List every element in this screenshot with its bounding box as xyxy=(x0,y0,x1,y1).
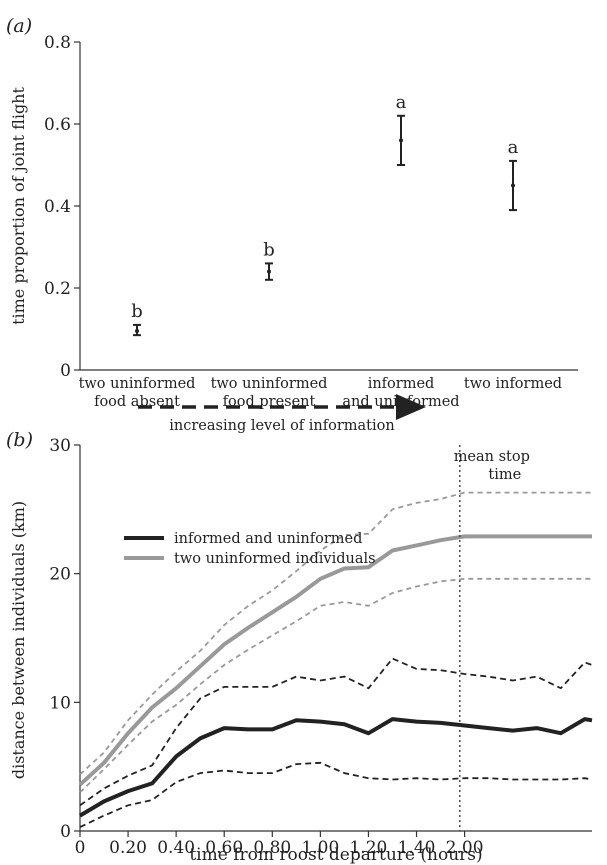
panel-b-x-ticks: 0 0.20 0.40 0.60 0.80 1.00 1.20 1.40 2.00 xyxy=(75,831,484,858)
category-label: two uninformed xyxy=(211,376,328,392)
legend-label-informed-uninformed: informed and uninformed xyxy=(174,531,362,547)
series-0-upper-ci xyxy=(79,657,593,807)
panel-b-y-tick-label: 20 xyxy=(49,565,71,585)
arrow-head-icon xyxy=(396,394,426,420)
legend: informed and uninformed two uninformed i… xyxy=(124,531,376,567)
series-1-mean-line xyxy=(78,534,592,787)
panel-b-y-tick-label: 30 xyxy=(49,436,71,456)
information-arrow: increasing level of information xyxy=(138,394,426,434)
series-0-mean-line xyxy=(78,717,593,818)
mean-point xyxy=(511,183,515,188)
series-1-upper-ci xyxy=(79,491,592,776)
mean-stop-label-line1: mean stop xyxy=(454,449,530,465)
panel-b-x-label: time from roost departure (hours) xyxy=(189,845,482,865)
panel-a-error-bars: b b a a xyxy=(131,92,519,337)
panel-b-x-tick-label: 0 xyxy=(75,838,86,858)
mean-point xyxy=(399,138,403,143)
significance-letter: a xyxy=(508,137,519,158)
significance-letter: b xyxy=(263,239,275,260)
panel-b-series xyxy=(78,491,593,828)
category-label: two informed xyxy=(464,376,562,392)
panel-a-y-tick-label: 0.2 xyxy=(44,279,71,299)
panel-b-label: (b) xyxy=(6,429,33,451)
category-label: two uninformed xyxy=(79,376,196,392)
panel-b-y-ticks: 0 10 20 30 xyxy=(49,436,80,842)
panel-b-y-tick-label: 10 xyxy=(49,693,71,713)
panel-a-y-tick-label: 0.6 xyxy=(44,115,71,135)
panel-b-x-tick-label: 2.00 xyxy=(446,838,484,858)
significance-letter: b xyxy=(131,301,143,322)
category-label: informed xyxy=(368,376,435,392)
panel-a: (a) 0 0.2 0.4 0.6 0.8 b b a a two uninformed foo… xyxy=(6,15,578,434)
mean-point xyxy=(135,329,139,334)
panel-b-y-label: distance between individuals (km) xyxy=(9,501,28,779)
panel-b-x-tick-label: 1.00 xyxy=(301,838,339,858)
panel-b-x-tick-label: 0.80 xyxy=(253,838,291,858)
series-1-lower-ci xyxy=(79,577,592,794)
panel-b-y-tick-label: 0 xyxy=(60,822,71,842)
panel-a-y-tick-label: 0.4 xyxy=(44,197,71,217)
panel-a-label: (a) xyxy=(6,15,32,37)
panel-a-y-tick-label: 0 xyxy=(60,361,71,381)
mean-point xyxy=(267,269,271,274)
category-label: food absent xyxy=(94,394,180,410)
significance-letter: a xyxy=(396,92,407,113)
panel-b-x-tick-label: 0.40 xyxy=(157,838,195,858)
panel-b-x-tick-label: 0.20 xyxy=(109,838,147,858)
legend-label-two-uninformed: two uninformed individuals xyxy=(174,551,376,567)
panel-b: (b) 0 10 20 30 0 0.20 0.40 0.60 0.80 1.00 1.20 1.4… xyxy=(6,429,593,865)
panel-a-y-ticks: 0 0.2 0.4 0.6 0.8 xyxy=(44,33,80,381)
panel-b-x-tick-label: 0.60 xyxy=(205,838,243,858)
information-arrow-label: increasing level of information xyxy=(169,418,394,434)
panel-a-y-label: time proportion of joint flight xyxy=(9,87,28,325)
panel-b-x-tick-label: 1.40 xyxy=(398,838,436,858)
panel-b-x-tick-label: 1.20 xyxy=(350,838,388,858)
panel-a-y-tick-label: 0.8 xyxy=(44,33,71,53)
series-0-lower-ci xyxy=(79,761,593,828)
mean-stop-label-line2: time xyxy=(488,467,521,483)
